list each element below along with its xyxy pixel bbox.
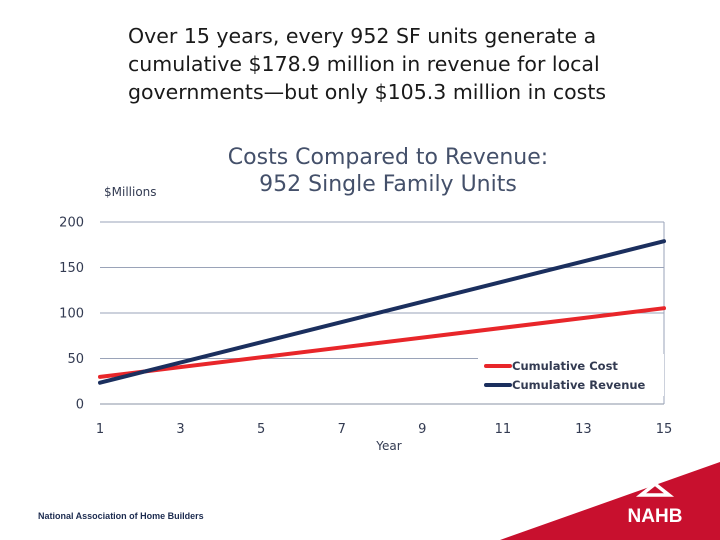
legend-background [478, 354, 664, 396]
y-tick-label: 100 [59, 307, 84, 322]
headline: Over 15 years, every 952 SF units genera… [128, 22, 688, 106]
legend-label: Cumulative Revenue [512, 378, 646, 392]
series-lines [98, 239, 666, 385]
y-tick-label: 150 [59, 261, 84, 276]
y-tick-label: 50 [67, 352, 84, 367]
legend-label: Cumulative Cost [512, 359, 618, 373]
nahb-logo: NAHB [500, 462, 720, 540]
headline-line: Over 15 years, every 952 SF units genera… [128, 24, 597, 48]
x-axis-title: Year [375, 439, 401, 453]
cumulative-cost-line [98, 306, 666, 379]
logo-text: NAHB [628, 506, 683, 527]
logo-swoosh [500, 462, 720, 540]
x-tick-label: 11 [495, 422, 512, 437]
x-axis-ticks: 1 3 5 7 9 11 13 15 [96, 422, 672, 437]
x-tick-label: 5 [257, 422, 265, 437]
x-tick-label: 15 [656, 422, 673, 437]
y-tick-label: 0 [76, 398, 84, 413]
x-tick-label: 9 [418, 422, 426, 437]
house-roof-icon [635, 481, 675, 497]
legend: Cumulative Cost Cumulative Revenue [478, 354, 664, 396]
y-axis-unit-label: $Millions [104, 185, 157, 199]
headline-line: cumulative $178.9 million in revenue for… [128, 52, 600, 76]
y-axis-ticks: 0 50 100 150 200 [59, 216, 84, 413]
headline-line: governments—but only $105.3 million in c… [128, 80, 607, 104]
footer-org-name: National Association of Home Builders [38, 511, 204, 521]
line-chart: Costs Compared to Revenue: 952 Single Fa… [59, 145, 672, 453]
y-tick-label: 200 [59, 216, 84, 231]
x-tick-label: 13 [575, 422, 592, 437]
chart-title-line: Costs Compared to Revenue: [228, 145, 548, 170]
cumulative-revenue-line [98, 239, 666, 385]
chart-title-line: 952 Single Family Units [259, 172, 517, 197]
x-tick-label: 1 [96, 422, 104, 437]
x-tick-label: 3 [176, 422, 184, 437]
x-tick-label: 7 [338, 422, 346, 437]
